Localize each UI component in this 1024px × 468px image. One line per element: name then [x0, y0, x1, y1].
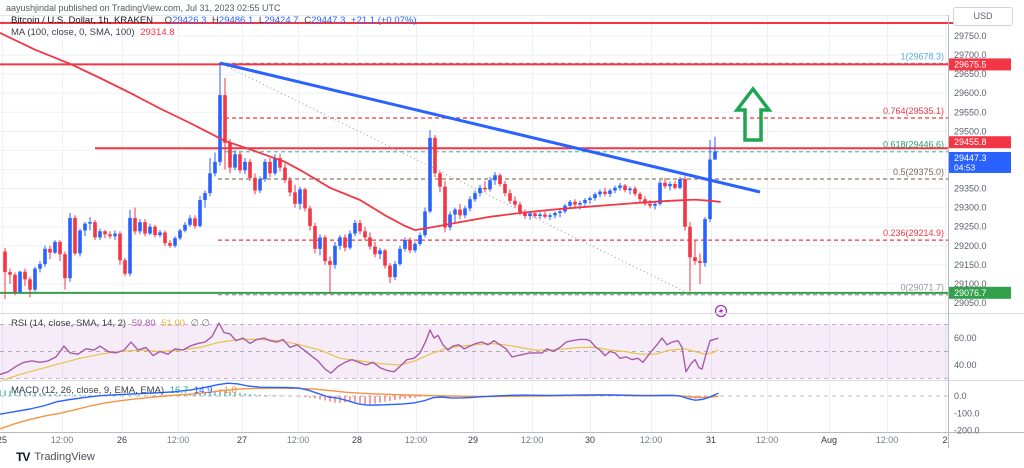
low-label: L — [258, 15, 265, 26]
price-badge-resistance: 29675.5 — [949, 58, 1011, 71]
svg-text:26: 26 — [117, 435, 127, 445]
price-badge-current: 29447.304:53 — [949, 151, 1011, 173]
pane-separators — [0, 15, 1024, 448]
fib-levels — [218, 62, 948, 296]
svg-text:12:00: 12:00 — [51, 435, 74, 445]
ma-legend[interactable]: MA (100, close, 0, SMA, 100) 29314.8 — [11, 27, 178, 38]
fib-level-labels: 1(29678.3) 0.764(29535.1) 0.618(29446.6) 0.… — [883, 51, 944, 292]
svg-text:12:00: 12:00 — [405, 435, 428, 445]
ma-label: MA (100, close, 0, SMA, 100) — [11, 27, 135, 38]
macd-value: 14.9 — [193, 385, 213, 396]
svg-text:29455.8: 29455.8 — [954, 137, 987, 147]
svg-text:29750.0: 29750.0 — [954, 31, 987, 41]
svg-text:29350.0: 29350.0 — [954, 184, 987, 194]
svg-text:29447.3: 29447.3 — [954, 153, 987, 163]
svg-text:0.764(29535.1): 0.764(29535.1) — [883, 106, 944, 116]
svg-text:2: 2 — [942, 435, 947, 445]
svg-text:31: 31 — [706, 435, 716, 445]
svg-text:-100.0: -100.0 — [954, 408, 980, 418]
svg-text:25: 25 — [0, 435, 7, 445]
svg-text:-200.0: -200.0 — [954, 426, 980, 436]
svg-text:1(29678.3): 1(29678.3) — [900, 51, 944, 61]
svg-text:12:00: 12:00 — [876, 435, 899, 445]
svg-text:27: 27 — [237, 435, 247, 445]
svg-text:29300.0: 29300.0 — [954, 203, 987, 213]
svg-text:60.00: 60.00 — [954, 333, 977, 343]
tradingview-logo-icon: TV — [16, 450, 30, 464]
publish-note: aayushjindal published on TradingView.co… — [6, 3, 281, 13]
gridlines — [0, 15, 948, 433]
close-label: C — [304, 15, 312, 26]
svg-text:29200.0: 29200.0 — [954, 241, 987, 251]
tradingview-brand[interactable]: TV TradingView — [16, 450, 95, 464]
rsi-line — [0, 322, 719, 376]
rsi-value: 59.80 — [131, 318, 156, 329]
time-axis-labels: 25 12:00 26 12:00 27 12:00 28 12:00 29 12:00 30 12:… — [0, 435, 948, 445]
horizontal-level-lines — [0, 22, 987, 294]
svg-text:28: 28 — [352, 435, 362, 445]
ma100-line — [0, 32, 721, 231]
svg-text:29700.0: 29700.0 — [954, 50, 987, 60]
svg-text:0(29071.7): 0(29071.7) — [900, 283, 944, 293]
svg-text:29550.0: 29550.0 — [954, 107, 987, 117]
svg-text:30: 30 — [585, 435, 595, 445]
svg-text:0.618(29446.6): 0.618(29446.6) — [883, 140, 944, 150]
svg-text:0.5(29375.0): 0.5(29375.0) — [893, 167, 944, 177]
svg-text:29150.0: 29150.0 — [954, 260, 987, 270]
open-value: 29426.3 — [172, 15, 207, 26]
svg-text:29600.0: 29600.0 — [954, 88, 987, 98]
macd-label: MACD (12, 26, close, 9, EMA, EMA) — [11, 385, 165, 396]
open-label: O — [164, 15, 173, 26]
svg-text:29500.0: 29500.0 — [954, 126, 987, 136]
macd-signal-value: −1.8 — [218, 385, 237, 396]
close-value: 29447.3 — [311, 15, 346, 26]
change-value: +21.1 (+0.07%) — [351, 15, 417, 26]
high-label: H — [212, 15, 219, 26]
svg-text:12:00: 12:00 — [756, 435, 779, 445]
svg-text:29250.0: 29250.0 — [954, 222, 987, 232]
svg-text:12:00: 12:00 — [287, 435, 310, 445]
low-value: 29424.7 — [264, 15, 299, 26]
high-value: 29486.1 — [218, 15, 254, 26]
macd-legend[interactable]: MACD (12, 26, close, 9, EMA, EMA) 16.7 1… — [11, 385, 240, 396]
tradingview-brand-name: TradingView — [34, 451, 95, 463]
event-marker-icon[interactable] — [714, 304, 728, 318]
price-axis-labels: 29750.0 29700.0 29650.0 29600.0 29550.0 29500… — [954, 31, 987, 436]
rsi-band-values: ∅ ∅ — [190, 318, 210, 329]
symbol-legend[interactable]: Bitcoin / U.S. Dollar, 1h, KRAKEN O29426… — [11, 15, 420, 26]
candles-layer — [3, 63, 717, 300]
svg-text:29675.5: 29675.5 — [954, 59, 987, 69]
svg-text:0.236(29214.9): 0.236(29214.9) — [883, 228, 944, 238]
svg-text:29: 29 — [468, 435, 478, 445]
svg-text:Aug: Aug — [821, 435, 837, 445]
svg-text:29050.0: 29050.0 — [954, 298, 987, 308]
svg-text:29076.7: 29076.7 — [954, 288, 987, 298]
price-axis-badges: 29675.5 29455.8 29447.304:53 29076.7 — [949, 58, 1011, 299]
svg-text:12:00: 12:00 — [521, 435, 544, 445]
trendline — [219, 61, 761, 194]
rsi-band — [0, 324, 948, 379]
svg-text:29100.0: 29100.0 — [954, 279, 987, 289]
svg-text:04:53: 04:53 — [954, 162, 976, 172]
rsi-label: RSI (14, close, SMA, 14, 2) — [11, 318, 127, 329]
rsi-legend[interactable]: RSI (14, close, SMA, 14, 2) 59.80 51.00 … — [11, 318, 213, 329]
ma-value: 29314.8 — [140, 27, 175, 38]
green-up-arrow-icon — [733, 86, 773, 142]
svg-text:0.0: 0.0 — [954, 391, 967, 401]
svg-text:40.00: 40.00 — [954, 360, 977, 370]
price-badge-mid: 29455.8 — [949, 136, 1011, 149]
svg-text:12:00: 12:00 — [640, 435, 663, 445]
macd-line — [0, 382, 719, 415]
svg-text:12:00: 12:00 — [167, 435, 190, 445]
currency-button[interactable]: USD — [953, 7, 1013, 26]
svg-text:29650.0: 29650.0 — [954, 69, 987, 79]
rsi-sma-line — [0, 338, 719, 382]
symbol-title: Bitcoin / U.S. Dollar, 1h, KRAKEN — [11, 15, 154, 26]
price-badge-support: 29076.7 — [949, 286, 1011, 299]
rsi-sma-value: 51.00 — [161, 318, 185, 329]
macd-hist-value: 16.7 — [169, 385, 189, 396]
